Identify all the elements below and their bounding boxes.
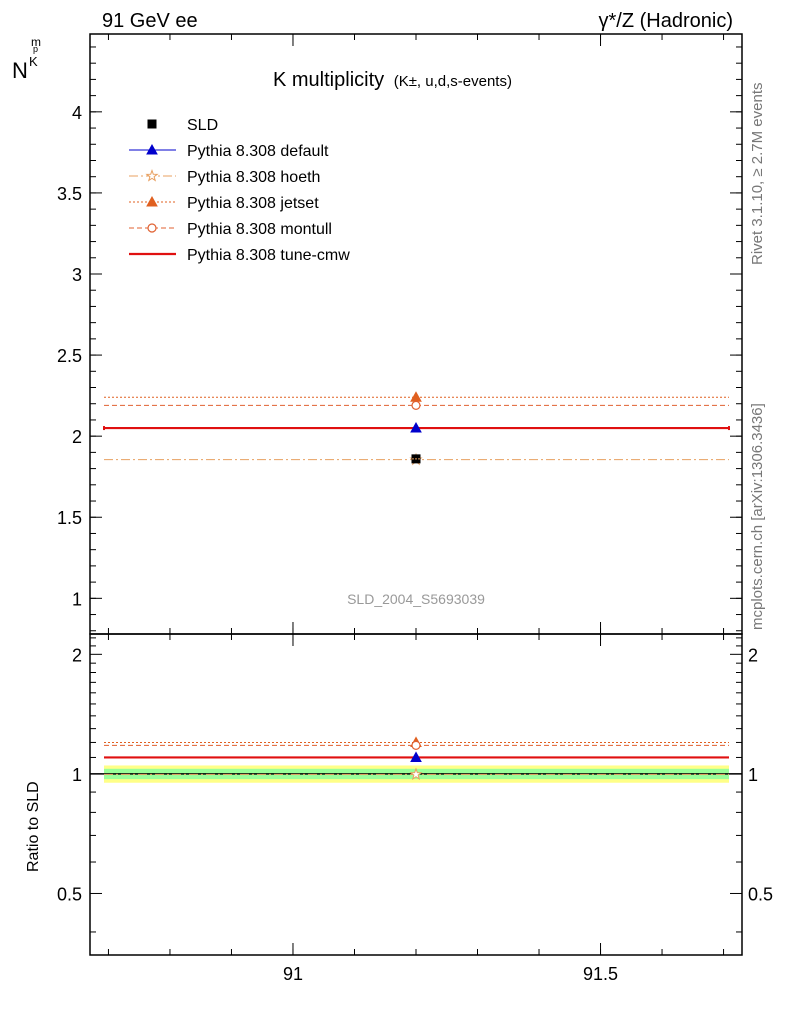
header-left-label: 91 GeV ee bbox=[102, 10, 198, 32]
legend-marker-0 bbox=[146, 143, 158, 155]
legend-label-0: Pythia 8.308 default bbox=[187, 143, 329, 160]
y-tick-label: 2 bbox=[72, 427, 82, 447]
header-right-label: γ*/Z (Hadronic) bbox=[599, 10, 733, 32]
legend-label-2: Pythia 8.308 jetset bbox=[187, 195, 319, 212]
ratio-tick-label-right: 2 bbox=[748, 645, 758, 665]
y-tick-label: 1.5 bbox=[57, 508, 82, 528]
ylabel-sub: K bbox=[29, 54, 38, 69]
legend-marker-sld bbox=[147, 119, 157, 129]
legend-marker-3 bbox=[147, 223, 157, 233]
rivet-label: Rivet 3.1.10, ≥ 2.7M events bbox=[749, 83, 766, 266]
ratio-frame bbox=[89, 633, 743, 956]
legend-marker-2 bbox=[146, 195, 158, 207]
ratio-tick-label-right: 1 bbox=[748, 765, 758, 785]
y-tick-label: 3 bbox=[72, 265, 82, 285]
series-line-layer bbox=[103, 396, 730, 775]
series-ratio-marker-0 bbox=[410, 751, 422, 762]
legend-label-1: Pythia 8.308 hoeth bbox=[187, 169, 320, 186]
marker-layer bbox=[409, 391, 423, 781]
tick-layer bbox=[90, 34, 742, 955]
series-marker-0 bbox=[410, 422, 422, 433]
mcplots-label: mcplots.cern.ch [arXiv:1306.3436] bbox=[749, 403, 766, 630]
legend-label-4: Pythia 8.308 tune-cmw bbox=[187, 247, 350, 264]
ratio-tick-label-left: 0.5 bbox=[57, 884, 82, 904]
x-tick-label: 91.5 bbox=[583, 964, 618, 984]
main-ylabel: N K p m bbox=[12, 35, 41, 83]
tick-label-layer: 91 91.5 1 1.5 2 2.5 3 3.5 4 0.5 0.5 1 1 2 2 bbox=[57, 103, 773, 984]
ratio-tick-label-left: 2 bbox=[72, 645, 82, 665]
y-tick-label: 3.5 bbox=[57, 184, 82, 204]
ratio-tick-label-left: 1 bbox=[72, 765, 82, 785]
ylabel-sup: p bbox=[33, 44, 38, 54]
legend: SLD Pythia 8.308 default Pythia 8.308 hoet… bbox=[129, 117, 350, 264]
chart-title-main: K multiplicity bbox=[273, 69, 384, 91]
ylabel-sub2: m bbox=[31, 35, 41, 49]
y-tick-label: 2.5 bbox=[57, 346, 82, 366]
ylabel-main: N bbox=[12, 58, 28, 83]
ratio-tick-label-right: 0.5 bbox=[748, 884, 773, 904]
series-ratio-marker-3 bbox=[411, 740, 421, 750]
series-ratio-marker-1 bbox=[409, 767, 423, 781]
series-marker-3 bbox=[411, 400, 421, 410]
x-tick-label: 91 bbox=[283, 964, 303, 984]
legend-marker-1 bbox=[145, 168, 159, 182]
legend-label-3: Pythia 8.308 montull bbox=[187, 221, 332, 238]
analysis-id: SLD_2004_S5693039 bbox=[347, 591, 485, 607]
y-tick-label: 1 bbox=[72, 589, 82, 609]
chart-title: K multiplicity (K±, u,d,s-events) bbox=[273, 69, 512, 91]
chart-title-sub: (K±, u,d,s-events) bbox=[394, 73, 512, 90]
ratio-ylabel: Ratio to SLD bbox=[25, 781, 42, 872]
y-tick-label: 4 bbox=[72, 103, 82, 123]
legend-label-sld: SLD bbox=[187, 117, 218, 134]
